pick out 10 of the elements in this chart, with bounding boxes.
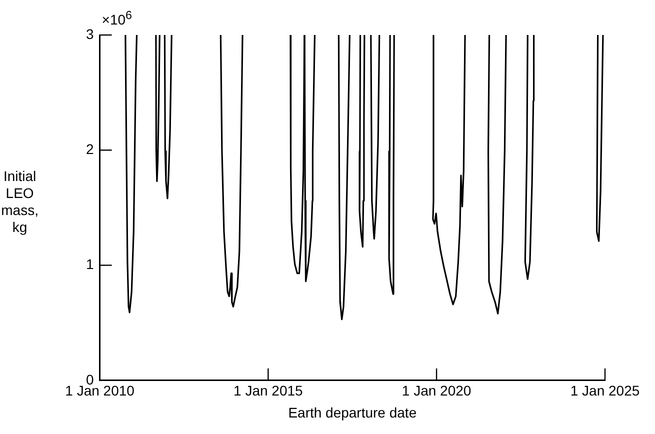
y-tick-label: 3 xyxy=(86,26,94,42)
x-tick-label: 1 Jan 2020 xyxy=(402,382,472,399)
y-axis-title: Initial LEO mass, kg xyxy=(0,168,40,236)
x-axis-title: Earth departure date xyxy=(288,404,417,420)
y-tick-label: 0 xyxy=(86,371,94,388)
x-tick-label: 1 Jan 2015 xyxy=(234,382,304,399)
x-tick-label: 1 Jan 2025 xyxy=(570,382,640,399)
y-tick-label: 1 xyxy=(86,256,94,272)
text: ×10$^{6}$ xyxy=(102,9,132,28)
y-tick-label: 2 xyxy=(86,140,94,157)
